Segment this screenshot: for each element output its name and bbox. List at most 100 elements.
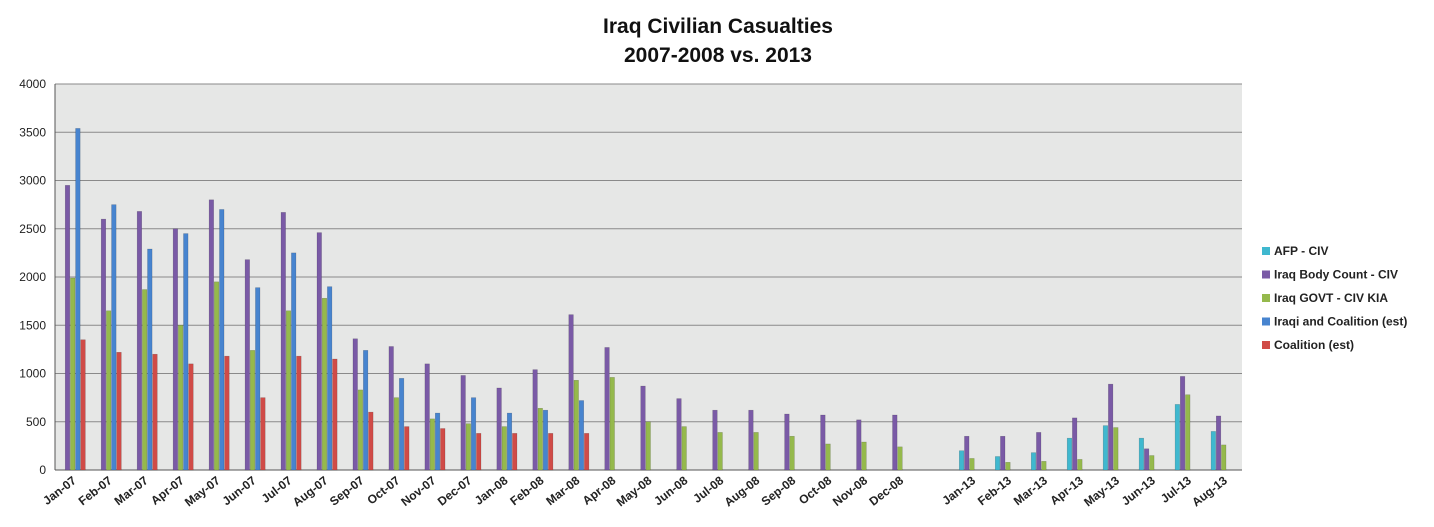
- bar-iraq-body-count-civ-Sep-08: [784, 413, 790, 471]
- y-tick-label: 4000: [19, 77, 46, 91]
- legend-swatch: [1262, 270, 1270, 279]
- bar-iraqi-and-coalition-est-Jan-08: [506, 412, 513, 471]
- legend-label: Coalition (est): [1274, 338, 1354, 352]
- bar-coalition-est-Sep-07: [368, 411, 374, 471]
- bar-iraqi-and-coalition-est-Jul-07: [291, 252, 297, 471]
- x-tick-label: Jun-07: [220, 473, 259, 508]
- bar-iraq-govt-civ-kia-Oct-07: [393, 397, 399, 471]
- x-tick-label: Jun-13: [1119, 473, 1158, 508]
- x-tick-label: Jul-08: [690, 473, 726, 506]
- bar-iraq-body-count-civ-Jun-13: [1144, 448, 1150, 471]
- bar-iraq-govt-civ-kia-Feb-13: [1005, 462, 1011, 471]
- bar-iraqi-and-coalition-est-Apr-07: [183, 233, 189, 471]
- bar-iraq-govt-civ-kia-Oct-08: [825, 443, 831, 471]
- bar-coalition-est-Jun-07: [260, 397, 266, 471]
- legend-label: Iraqi and Coalition (est): [1274, 315, 1407, 329]
- bar-iraqi-and-coalition-est-Aug-07: [327, 286, 333, 471]
- bar-iraq-govt-civ-kia-Jan-13: [969, 458, 975, 471]
- bar-coalition-est-Oct-07: [404, 426, 410, 471]
- x-tick-label: Nov-07: [398, 473, 438, 509]
- bar-iraq-body-count-civ-Aug-13: [1216, 415, 1222, 471]
- bar-iraq-govt-civ-kia-Dec-07: [465, 423, 471, 471]
- bar-afp-civ-Apr-13: [1066, 437, 1073, 471]
- bar-iraq-govt-civ-kia-Jul-08: [717, 432, 723, 471]
- x-tick-label: May-13: [1081, 473, 1122, 509]
- x-tick-label: Aug-08: [722, 473, 763, 509]
- y-tick-label: 1000: [19, 367, 46, 381]
- bar-coalition-est-Apr-07: [188, 363, 194, 471]
- bar-iraq-body-count-civ-Jun-07: [244, 259, 250, 471]
- x-tick-label: May-08: [614, 473, 655, 509]
- bar-iraq-govt-civ-kia-Jul-07: [285, 310, 292, 471]
- bar-iraq-govt-civ-kia-Nov-07: [429, 418, 435, 471]
- legend-label: AFP - CIV: [1274, 244, 1328, 258]
- bar-iraq-govt-civ-kia-Jan-07: [70, 277, 76, 471]
- x-tick-label: Jan-08: [472, 473, 511, 508]
- legend-label: Iraq GOVT - CIV KIA: [1274, 291, 1388, 305]
- bar-coalition-est-Feb-07: [116, 352, 122, 471]
- bar-coalition-est-Dec-07: [476, 433, 482, 471]
- x-tick-label: Oct-07: [365, 473, 403, 507]
- bar-iraq-body-count-civ-Mar-07: [136, 211, 142, 471]
- bar-iraq-govt-civ-kia-Jul-13: [1185, 394, 1191, 471]
- bar-iraq-body-count-civ-Mar-08: [568, 314, 574, 471]
- x-tick-label: Jan-07: [40, 473, 79, 508]
- bar-iraq-govt-civ-kia-Apr-13: [1077, 459, 1083, 471]
- bar-iraq-body-count-civ-May-13: [1108, 383, 1114, 471]
- x-tick-label: Apr-08: [580, 473, 619, 508]
- y-tick-label: 1500: [19, 318, 46, 332]
- bar-iraqi-and-coalition-est-Nov-07: [435, 412, 441, 471]
- bar-iraq-govt-civ-kia-Jun-07: [249, 350, 256, 471]
- bar-iraq-body-count-civ-Aug-08: [748, 409, 754, 471]
- bar-coalition-est-Jul-07: [296, 355, 302, 471]
- bar-coalition-est-May-07: [224, 355, 230, 471]
- bar-iraq-body-count-civ-Aug-07: [316, 232, 322, 471]
- bar-iraq-govt-civ-kia-Nov-08: [861, 441, 867, 471]
- bar-iraq-body-count-civ-Feb-08: [532, 369, 538, 471]
- bar-iraq-body-count-civ-Jan-07: [64, 185, 71, 471]
- bar-coalition-est-Mar-08: [584, 433, 590, 471]
- legend-swatch: [1262, 317, 1270, 326]
- x-tick-label: Jun-08: [651, 473, 690, 508]
- y-axis-ticks: 0 500 1000 1500 2000 2500 3000 3500 4000: [19, 77, 46, 477]
- bar-iraq-body-count-civ-Sep-07: [352, 338, 358, 471]
- bar-iraq-govt-civ-kia-Sep-08: [789, 435, 795, 471]
- bar-iraqi-and-coalition-est-Mar-08: [578, 400, 584, 471]
- bar-iraqi-and-coalition-est-Jun-07: [255, 287, 261, 471]
- bar-iraq-body-count-civ-Nov-07: [424, 363, 430, 471]
- bar-iraqi-and-coalition-est-Mar-07: [147, 248, 153, 471]
- y-tick-label: 2000: [19, 270, 46, 284]
- chart-title-line-1: Iraq Civilian Casualties: [603, 15, 833, 38]
- bar-iraq-body-count-civ-Apr-07: [172, 228, 178, 471]
- bar-iraq-govt-civ-kia-Jun-08: [681, 426, 687, 471]
- bar-coalition-est-Mar-07: [152, 353, 158, 471]
- x-tick-label: Mar-08: [543, 473, 582, 508]
- y-tick-label: 0: [39, 463, 46, 477]
- x-tick-label: Dec-07: [435, 473, 475, 508]
- bar-iraqi-and-coalition-est-Sep-07: [363, 350, 369, 471]
- chart-title-line-2: 2007-2008 vs. 2013: [624, 44, 812, 67]
- x-tick-label: Feb-13: [975, 473, 1014, 508]
- x-tick-label: Sep-08: [759, 473, 799, 508]
- bar-iraq-body-count-civ-Jun-08: [676, 398, 682, 471]
- bar-iraq-govt-civ-kia-May-07: [214, 281, 220, 471]
- x-tick-label: Apr-07: [148, 473, 187, 508]
- bar-iraq-body-count-civ-May-08: [640, 385, 646, 471]
- bar-iraqi-and-coalition-est-Feb-07: [111, 204, 117, 471]
- bar-iraq-body-count-civ-Oct-07: [388, 346, 394, 471]
- x-tick-label: Feb-08: [507, 473, 546, 508]
- bar-iraq-body-count-civ-Oct-08: [820, 414, 826, 471]
- bar-iraq-govt-civ-kia-Aug-13: [1221, 444, 1227, 471]
- x-tick-label: Jan-13: [939, 473, 978, 508]
- bar-iraq-govt-civ-kia-Mar-13: [1041, 461, 1047, 471]
- bar-iraq-body-count-civ-Feb-07: [100, 218, 107, 471]
- y-tick-label: 500: [26, 415, 46, 429]
- bar-iraq-govt-civ-kia-Sep-07: [357, 389, 363, 471]
- x-tick-label: Feb-07: [76, 473, 115, 508]
- bar-iraq-body-count-civ-Mar-13: [1036, 432, 1042, 471]
- bar-iraq-body-count-civ-Jul-07: [280, 212, 286, 471]
- bar-coalition-est-Nov-07: [440, 428, 446, 471]
- bar-iraq-body-count-civ-Dec-08: [892, 414, 898, 471]
- x-tick-label: Jul-07: [259, 473, 295, 506]
